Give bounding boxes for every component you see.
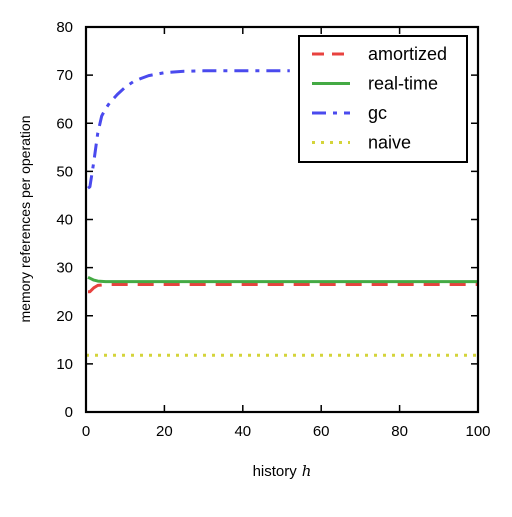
- series-line-amortized: [88, 283, 478, 294]
- x-tick-label: 20: [156, 423, 173, 440]
- legend-label-real-time: real-time: [368, 74, 438, 94]
- legend-label-gc: gc: [368, 103, 387, 123]
- x-axis-label-text: history: [253, 463, 298, 480]
- y-tick-label: 20: [56, 308, 73, 325]
- legend-box: [298, 35, 468, 163]
- series-line-gc: [87, 69, 290, 190]
- y-tick-label: 10: [56, 356, 73, 373]
- x-axis-label: history h: [253, 462, 312, 480]
- x-tick-label: 100: [465, 423, 490, 440]
- plot-frame: [84, 25, 480, 414]
- y-tick-label: 60: [56, 115, 73, 132]
- y-tick-label: 0: [65, 404, 73, 421]
- x-tick-label: 0: [82, 423, 90, 440]
- series-line-real-time: [87, 275, 478, 284]
- legend-label-amortized: amortized: [368, 44, 447, 64]
- y-tick-label: 70: [56, 67, 73, 84]
- x-tick-label: 60: [313, 423, 330, 440]
- y-axis-label: memory references per operation: [17, 116, 33, 323]
- x-tick-label: 40: [234, 423, 251, 440]
- y-tick-label: 30: [56, 260, 73, 277]
- y-tick-label: 50: [56, 163, 73, 180]
- legend-label-naive: naive: [368, 133, 411, 153]
- x-axis-label-symbol: h: [302, 462, 312, 480]
- legend: amortized real-time gc naive: [298, 35, 468, 163]
- y-tick-label: 40: [56, 212, 73, 229]
- y-tick-label: 80: [56, 19, 73, 36]
- x-tick-label: 80: [391, 423, 408, 440]
